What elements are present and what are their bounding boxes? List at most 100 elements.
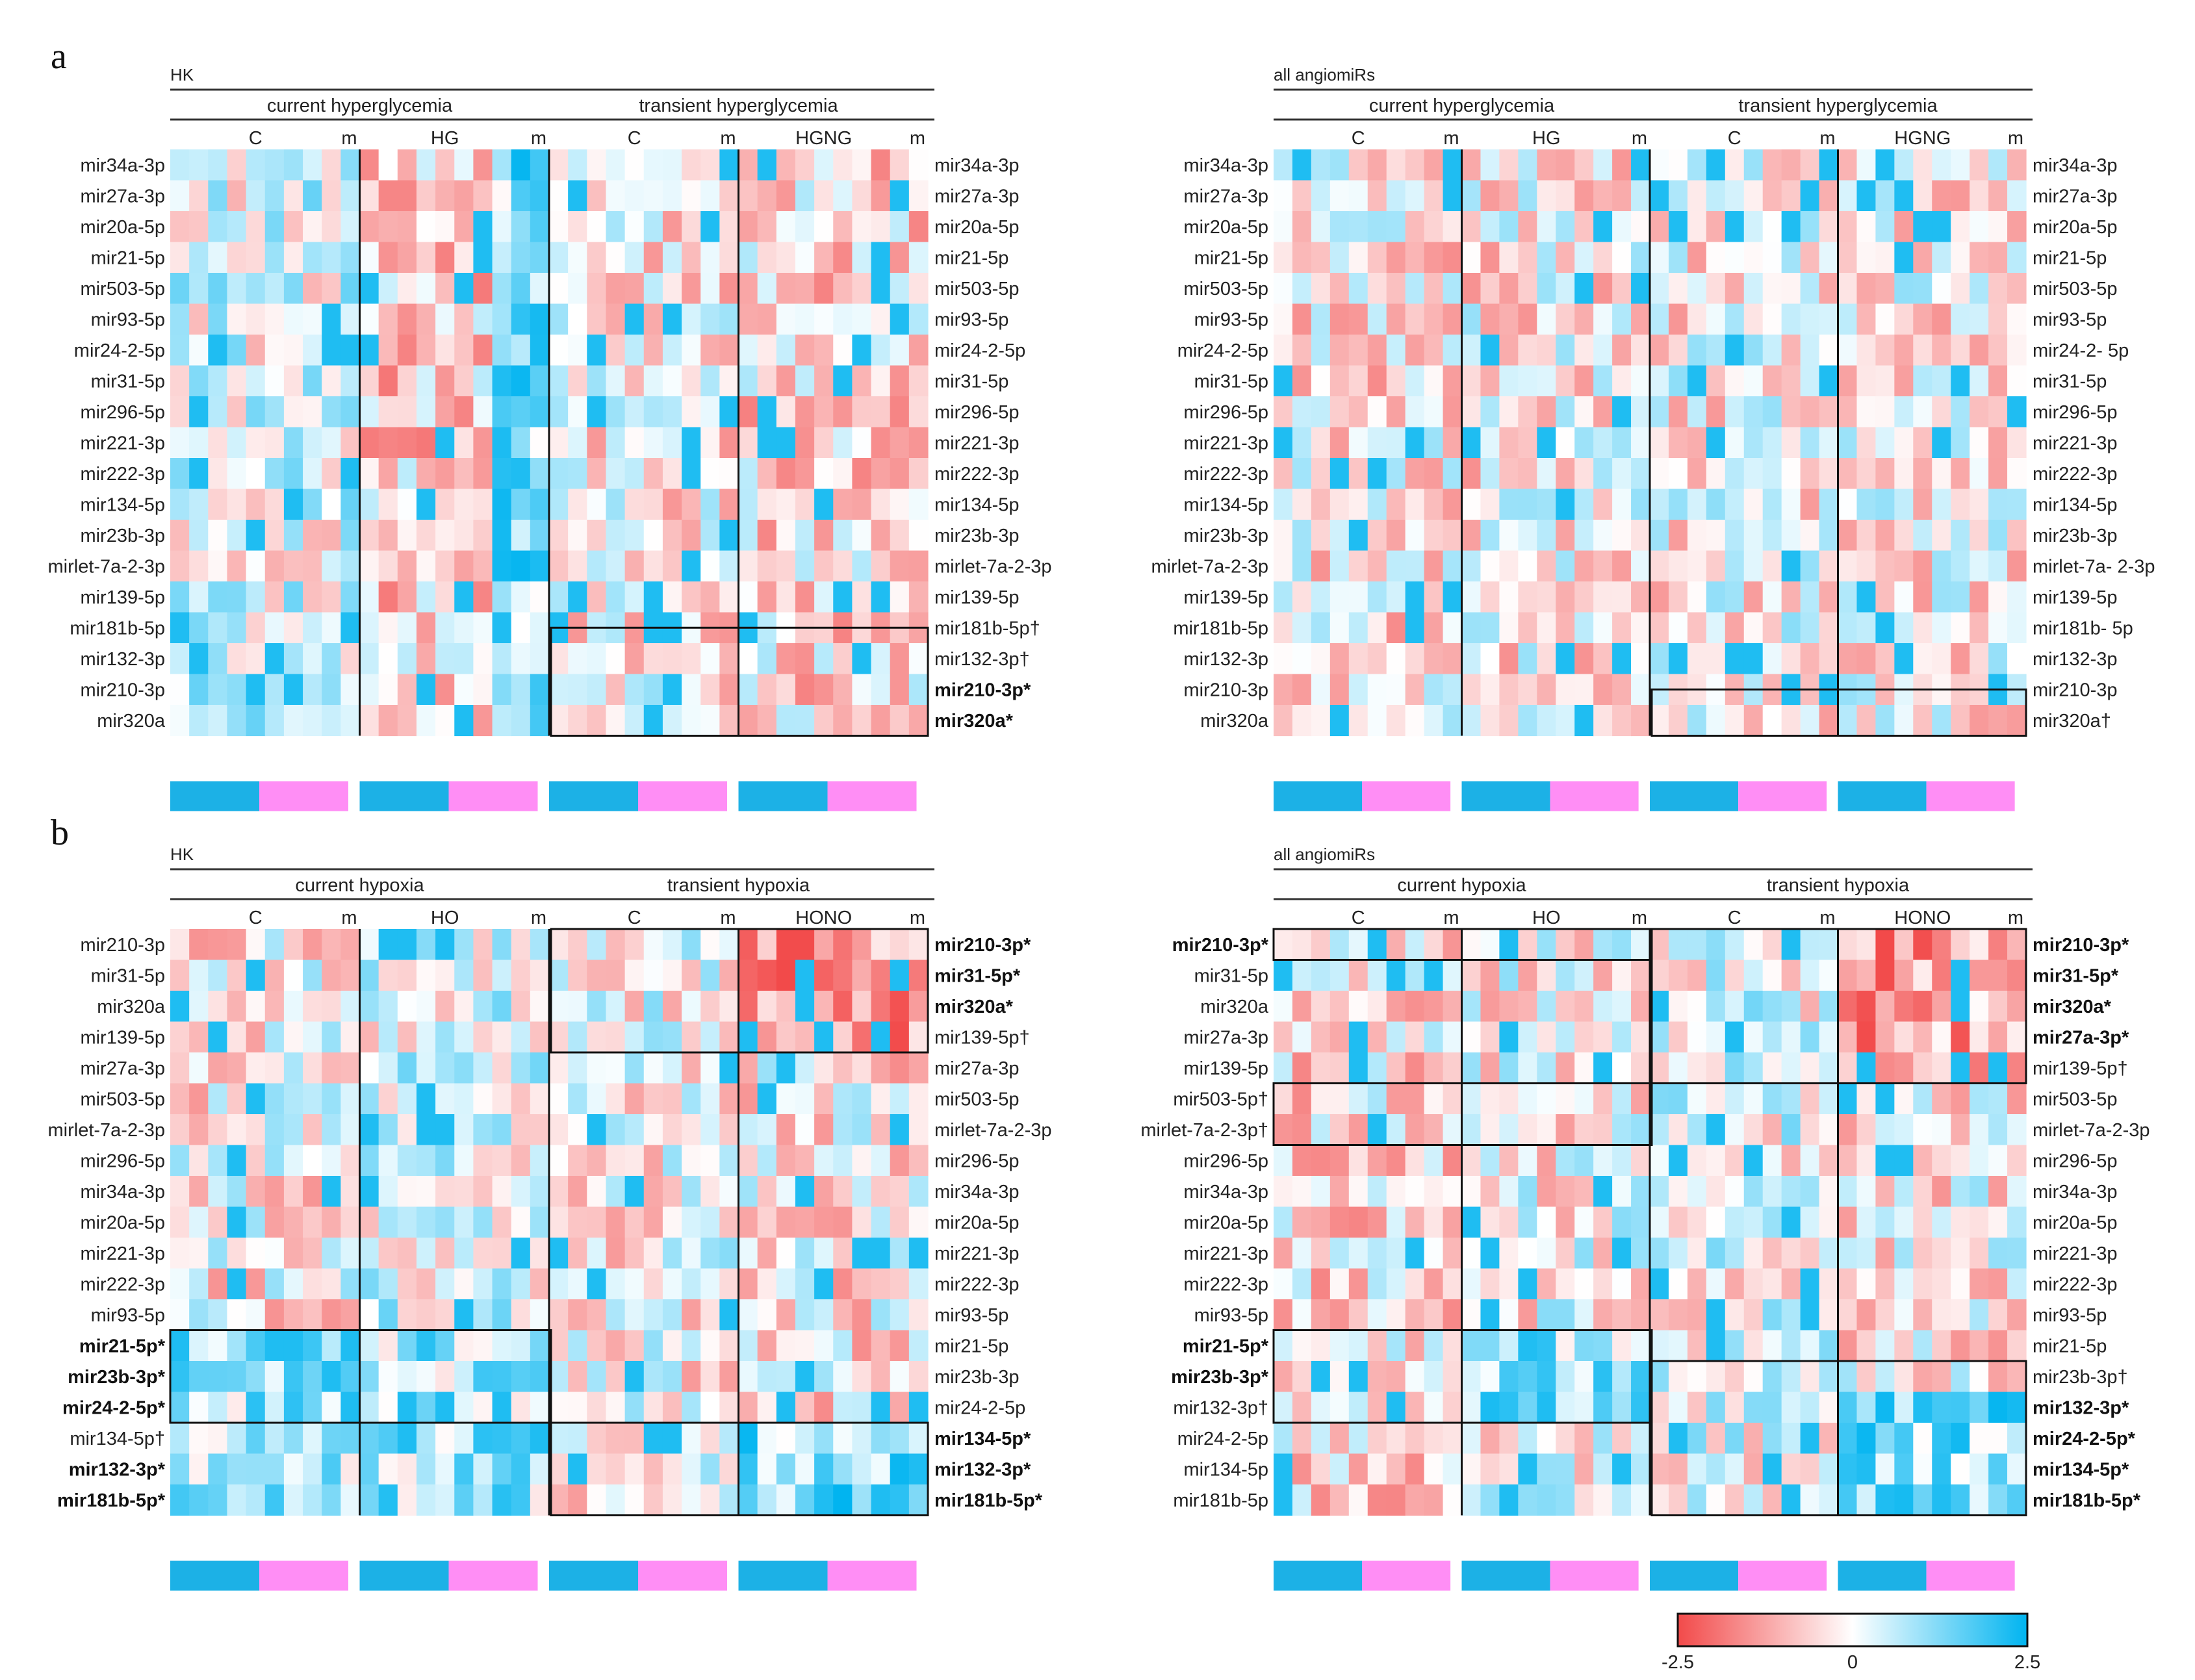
heatmap-cell	[264, 1021, 285, 1053]
heatmap-cell	[378, 458, 398, 490]
heatmap-cell	[624, 458, 645, 490]
heatmap-cell	[606, 705, 626, 737]
heatmap-cell	[1593, 1052, 1613, 1084]
heatmap-cell	[170, 396, 190, 428]
row-label: mir503-5p	[934, 1089, 1020, 1110]
heatmap-cell	[303, 1206, 322, 1238]
heatmap-cell	[1838, 211, 1858, 243]
heatmap-cell	[890, 1145, 910, 1177]
heatmap-cell	[322, 489, 341, 520]
heatmap-cell	[1386, 335, 1406, 366]
heatmap-cell	[1443, 211, 1463, 243]
heatmap-cell	[814, 427, 834, 459]
heatmap-cell	[587, 489, 607, 520]
heatmap-cell	[814, 1392, 834, 1423]
heatmap-cell	[511, 1484, 531, 1516]
heatmap-cell	[1461, 674, 1482, 706]
heatmap-cell	[1329, 550, 1350, 582]
heatmap-cell	[606, 1484, 626, 1516]
heatmap-cell	[1292, 365, 1312, 397]
heatmap-cell	[1424, 149, 1444, 181]
heatmap-cell	[833, 489, 853, 520]
row-label: mir34a-3p	[2033, 1182, 2118, 1203]
heatmap-cell	[1856, 643, 1876, 675]
heatmap-cell	[1424, 1083, 1444, 1115]
heatmap-cell	[738, 365, 758, 397]
heatmap-cell	[1443, 303, 1463, 335]
heatmap-cell	[1800, 581, 1820, 613]
heatmap-cell	[795, 211, 815, 243]
heatmap-cell	[416, 1392, 436, 1423]
heatmap-cell	[662, 1176, 682, 1208]
row-label: mir139-5p	[80, 587, 165, 608]
heatmap-cell	[1424, 180, 1444, 212]
heatmap-cell	[322, 581, 341, 613]
row-label: mir23b-3p	[1183, 526, 1268, 546]
heatmap-cell	[1556, 705, 1575, 737]
heatmap-cell	[890, 396, 910, 428]
group-label-m: m	[1443, 128, 1459, 149]
heatmap-cell	[1443, 991, 1463, 1023]
heatmap-cell	[1800, 1021, 1820, 1053]
group-bar-control	[1461, 1560, 1550, 1591]
heatmap-cell	[1894, 303, 1914, 335]
heatmap-cell	[1875, 550, 1895, 582]
heatmap-cell	[1424, 365, 1444, 397]
row-label: mir21-5p	[2033, 248, 2107, 268]
heatmap-cell	[1762, 1176, 1782, 1208]
heatmap-cell	[700, 991, 720, 1023]
heatmap-cell	[662, 335, 682, 366]
heatmap-cell	[473, 273, 493, 305]
heatmap-cell	[1386, 705, 1406, 737]
heatmap-cell	[359, 674, 379, 706]
heatmap-cell	[1743, 242, 1764, 274]
heatmap-cell	[283, 1145, 303, 1177]
heatmap-cell	[606, 550, 626, 582]
row-labels-right: mir210-3p*mir31-5p*mir320a*mir139-5p†mir…	[934, 935, 1052, 1511]
heatmap-cell	[1405, 1453, 1425, 1485]
heatmap-cell	[795, 1268, 815, 1300]
heatmap-cell	[1668, 1206, 1688, 1238]
heatmap-cell	[1743, 520, 1764, 552]
heatmap-cell	[189, 1145, 209, 1177]
heatmap-cell	[1913, 1238, 1932, 1269]
heatmap-cell	[189, 1299, 209, 1331]
heatmap-cell	[871, 1299, 891, 1331]
heatmap-cell	[1725, 1453, 1745, 1485]
row-label: mir503-5p	[1183, 279, 1268, 299]
heatmap-cell	[246, 581, 266, 613]
heatmap-cell	[1292, 1299, 1312, 1331]
heatmap-cell	[397, 1176, 417, 1208]
heatmap-cell	[1593, 1238, 1613, 1269]
heatmap-cell	[227, 365, 247, 397]
heatmap-cell	[1668, 581, 1688, 613]
heatmap-cell	[1593, 1484, 1613, 1516]
heatmap-cell	[1631, 365, 1650, 397]
heatmap-cell	[1292, 242, 1312, 274]
heatmap-cell	[189, 303, 209, 335]
heatmap-cell	[908, 335, 929, 366]
heatmap-cell	[511, 242, 531, 274]
heatmap-cell	[208, 550, 228, 582]
heatmap-cell	[1951, 273, 1970, 305]
heatmap-cell	[1518, 991, 1537, 1023]
heatmap-cell	[1292, 489, 1312, 520]
row-label: mirlet-7a- 2-3p	[2033, 556, 2155, 577]
heatmap-cell	[208, 1330, 228, 1362]
heatmap-cell	[833, 427, 853, 459]
heatmap-cell	[1856, 1361, 1876, 1393]
heatmap-cell	[814, 1052, 834, 1084]
heatmap-cell	[340, 1299, 361, 1331]
heatmap-cell	[908, 1145, 929, 1177]
heatmap-cell	[1725, 1299, 1745, 1331]
heatmap-cell	[492, 705, 512, 737]
heatmap-cell	[738, 273, 758, 305]
heatmap-cell	[1480, 1052, 1500, 1084]
row-label: mir134-5p	[1183, 494, 1268, 515]
heatmap-cell	[473, 1052, 493, 1084]
heatmap-cell	[1499, 550, 1519, 582]
heatmap-cell	[682, 643, 701, 675]
row-label: mir181b-5p†	[934, 618, 1040, 639]
heatmap-cell	[1574, 427, 1594, 459]
heatmap-cell	[303, 180, 322, 212]
